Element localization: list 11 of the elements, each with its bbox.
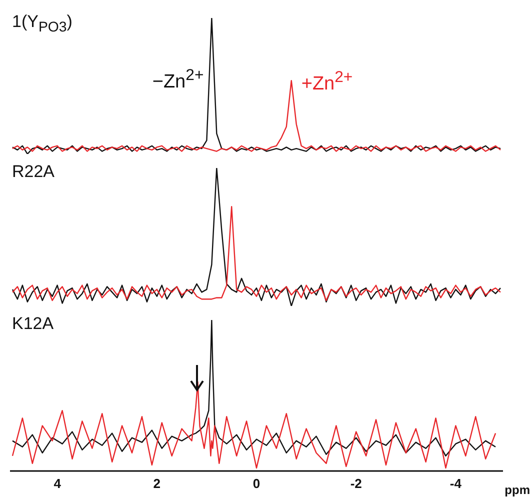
x-tick-label: 2 (153, 476, 161, 492)
chart-title: 1(Y$_{PO3}$) (12, 12, 72, 36)
x-tick-label: 0 (252, 476, 260, 492)
x-tick-label: -2 (350, 476, 362, 492)
series-label: −Zn$^{2+}$ (152, 67, 204, 94)
chart-title: K12A (12, 314, 54, 334)
x-tick-label: -4 (450, 476, 462, 492)
chart-title: R22A (12, 162, 55, 182)
x-axis-title: ppm (504, 483, 530, 497)
x-tick-label: 4 (54, 476, 62, 492)
series-label: +Zn$^{2+}$ (301, 68, 353, 95)
